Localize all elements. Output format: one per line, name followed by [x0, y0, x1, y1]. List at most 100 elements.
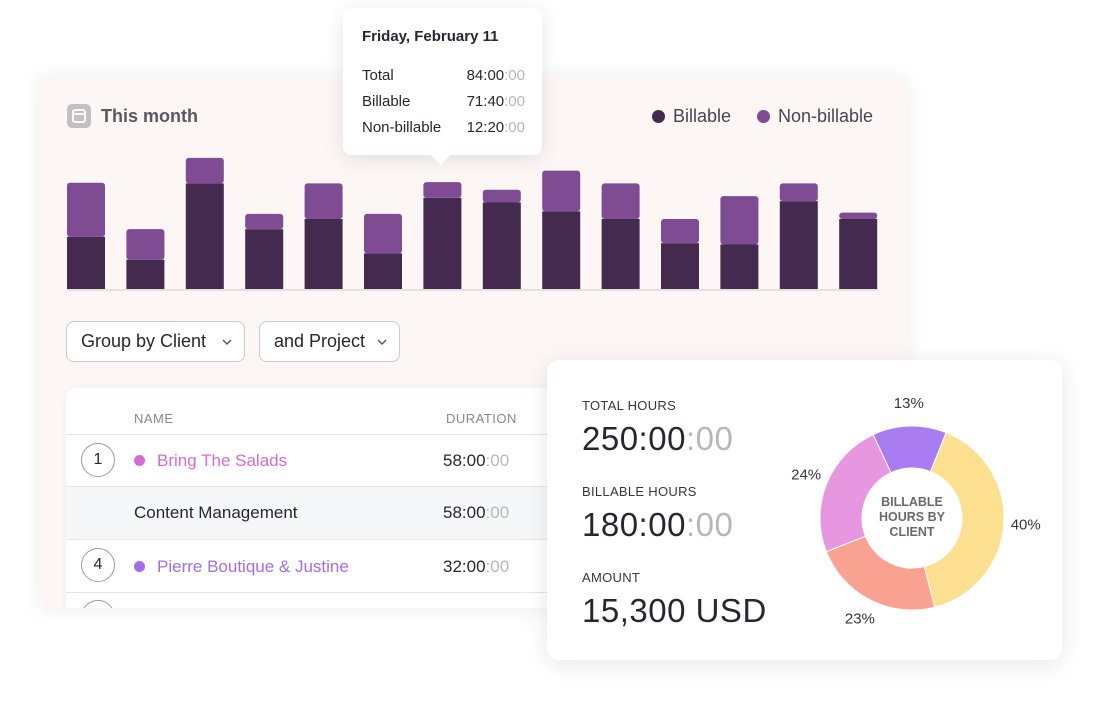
- stat-seconds: :00: [685, 420, 734, 457]
- stat-label: TOTAL HOURS: [582, 398, 677, 413]
- tooltip: [343, 8, 542, 155]
- bar-segment: [661, 219, 699, 244]
- stat-value: 180:00:00: [582, 506, 733, 544]
- bar-segment: [720, 244, 759, 289]
- column-header: NAME: [134, 411, 174, 426]
- bar-segment: [364, 253, 402, 289]
- tooltip-time: 71:40: [466, 93, 505, 110]
- legend-item: Non-billable: [757, 106, 873, 127]
- slice-label: 13%: [894, 395, 924, 412]
- bar-segment: [720, 196, 759, 245]
- donut-chart: 13% 40% 23% 24%: [791, 395, 1041, 627]
- select-label: and Project: [274, 331, 366, 351]
- bar-segment: [423, 182, 462, 198]
- bar-segment: [839, 219, 878, 289]
- bar-segment: [185, 183, 224, 289]
- donut-slice: [825, 535, 936, 611]
- stat-number: 250:00: [582, 420, 686, 457]
- tooltip-time: 12:20: [466, 119, 505, 136]
- donut-title: BILLABLE HOURS BY CLIENT: [879, 495, 945, 539]
- tooltip-time: 84:00: [466, 67, 505, 84]
- tooltip-seconds: :00: [504, 67, 525, 84]
- table-row[interactable]: [66, 539, 566, 592]
- bar-segment: [542, 211, 581, 289]
- bar-segment: [126, 229, 165, 260]
- table-clip: NAME DURATION 1 Bring The Salads 58:00:0…: [38, 380, 908, 608]
- bar-segment: [779, 201, 818, 289]
- bar-segment: [364, 213, 402, 254]
- stat-seconds: :00: [685, 506, 734, 543]
- tooltip-value: 71:40:00: [467, 93, 525, 110]
- duration: 58:00:00: [443, 503, 509, 523]
- table-row[interactable]: [66, 592, 566, 608]
- tooltip-value: 84:00:00: [467, 67, 525, 84]
- legend-swatch: [757, 110, 770, 123]
- stat-value: 250:00:00: [582, 420, 733, 458]
- tooltip-seconds: :00: [504, 93, 525, 110]
- duration-seconds: :00: [485, 503, 510, 522]
- bar-segment: [423, 197, 462, 289]
- donut-slice: [819, 433, 892, 553]
- duration-seconds: :00: [485, 557, 510, 576]
- chevron: [377, 339, 387, 345]
- tooltip-title: Friday, February 11: [362, 28, 499, 45]
- card-title: This month: [101, 106, 198, 126]
- legend-label: Billable: [673, 106, 732, 126]
- slice-label: 40%: [1011, 517, 1041, 534]
- bar-segment: [304, 183, 343, 219]
- table-row[interactable]: [66, 434, 566, 487]
- bar-segment: [67, 236, 105, 289]
- duration: 58:00:00: [443, 451, 509, 471]
- client-name: Bring The Salads: [157, 451, 288, 470]
- bar-segment: [839, 212, 878, 219]
- client-dot: [134, 561, 145, 572]
- bar-segment: [779, 183, 818, 202]
- slice-label: 24%: [791, 467, 821, 484]
- bar-segment: [601, 183, 640, 219]
- bar-segment: [126, 259, 165, 289]
- tooltip-label: Total: [362, 67, 394, 84]
- duration-value: 58:00: [443, 451, 486, 470]
- rank-badge: 1: [81, 443, 115, 477]
- bar-chart: [67, 157, 878, 291]
- bar-segment: [482, 189, 521, 203]
- bar-segment: [304, 219, 343, 289]
- bar-segment: [601, 219, 640, 289]
- tooltip-label: Non-billable: [362, 119, 442, 136]
- stat-number: 180:00: [582, 506, 686, 543]
- project-name: Content Management: [134, 503, 298, 522]
- bar-segment: [185, 157, 224, 184]
- stat-label: BILLABLE HOURS: [582, 484, 697, 499]
- project-select[interactable]: and Project: [259, 321, 400, 362]
- column-header: DURATION: [446, 411, 517, 426]
- legend-label: Non-billable: [778, 106, 874, 126]
- table-area: NAME DURATION 1 Bring The Salads 58:00:0…: [38, 380, 908, 608]
- legend-swatch: [652, 110, 665, 123]
- client-dot: [134, 455, 145, 466]
- duration-seconds: :00: [485, 451, 510, 470]
- table-row[interactable]: [66, 486, 566, 539]
- bar-segment: [542, 170, 581, 212]
- stat-label: AMOUNT: [582, 570, 641, 585]
- bar-segment: [482, 202, 521, 289]
- bar-segment: [245, 213, 284, 230]
- tooltip-seconds: :00: [504, 119, 525, 136]
- select-label: Group by Client: [81, 331, 207, 351]
- tooltip-value: 12:20:00: [467, 119, 525, 136]
- chevron: [222, 339, 232, 345]
- slice-label: 23%: [845, 610, 875, 627]
- duration-value: 58:00: [443, 503, 486, 522]
- bar-segment: [661, 243, 699, 289]
- bar-segment: [245, 229, 284, 289]
- rank-badge: 4: [81, 548, 115, 582]
- tooltip-label: Billable: [362, 93, 411, 110]
- calendar-icon: [67, 104, 91, 128]
- legend-item: Billable: [652, 106, 731, 127]
- group-by-select[interactable]: Group by Client: [66, 321, 245, 362]
- donut-slice: [923, 431, 1005, 608]
- duration-value: 32:00: [443, 557, 486, 576]
- stat-value: 15,300 USD: [582, 592, 767, 629]
